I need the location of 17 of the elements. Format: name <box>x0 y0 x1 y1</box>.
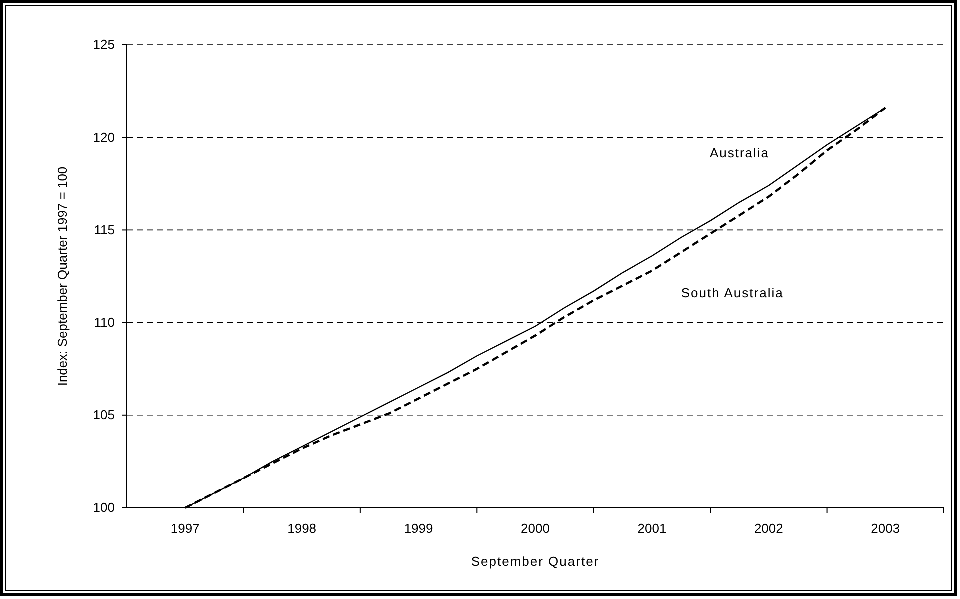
y-tick-label: 120 <box>93 130 115 145</box>
y-tick-label: 100 <box>93 500 115 516</box>
y-tick-label: 105 <box>93 408 115 423</box>
y-tick-label: 115 <box>94 222 115 238</box>
x-tick-label: 2003 <box>871 521 900 536</box>
x-tick-label: 1999 <box>404 521 434 536</box>
text: South Australia <box>681 285 784 300</box>
y-tick-label: 125 <box>93 37 115 52</box>
x-tick-label: 2001 <box>638 521 667 536</box>
x-tick-label: 1998 <box>288 521 317 536</box>
y-axis-title: Index: September Quarter 1997 = 100 <box>55 166 70 386</box>
x-tick-label: 2000 <box>521 521 550 536</box>
x-tick-label: 1997 <box>170 521 200 536</box>
series-label: Australia <box>710 145 770 160</box>
x-axis-title: September Quarter <box>471 554 600 569</box>
x-tick-label: 2002 <box>754 521 784 536</box>
y-tick-label: 110 <box>94 314 115 330</box>
